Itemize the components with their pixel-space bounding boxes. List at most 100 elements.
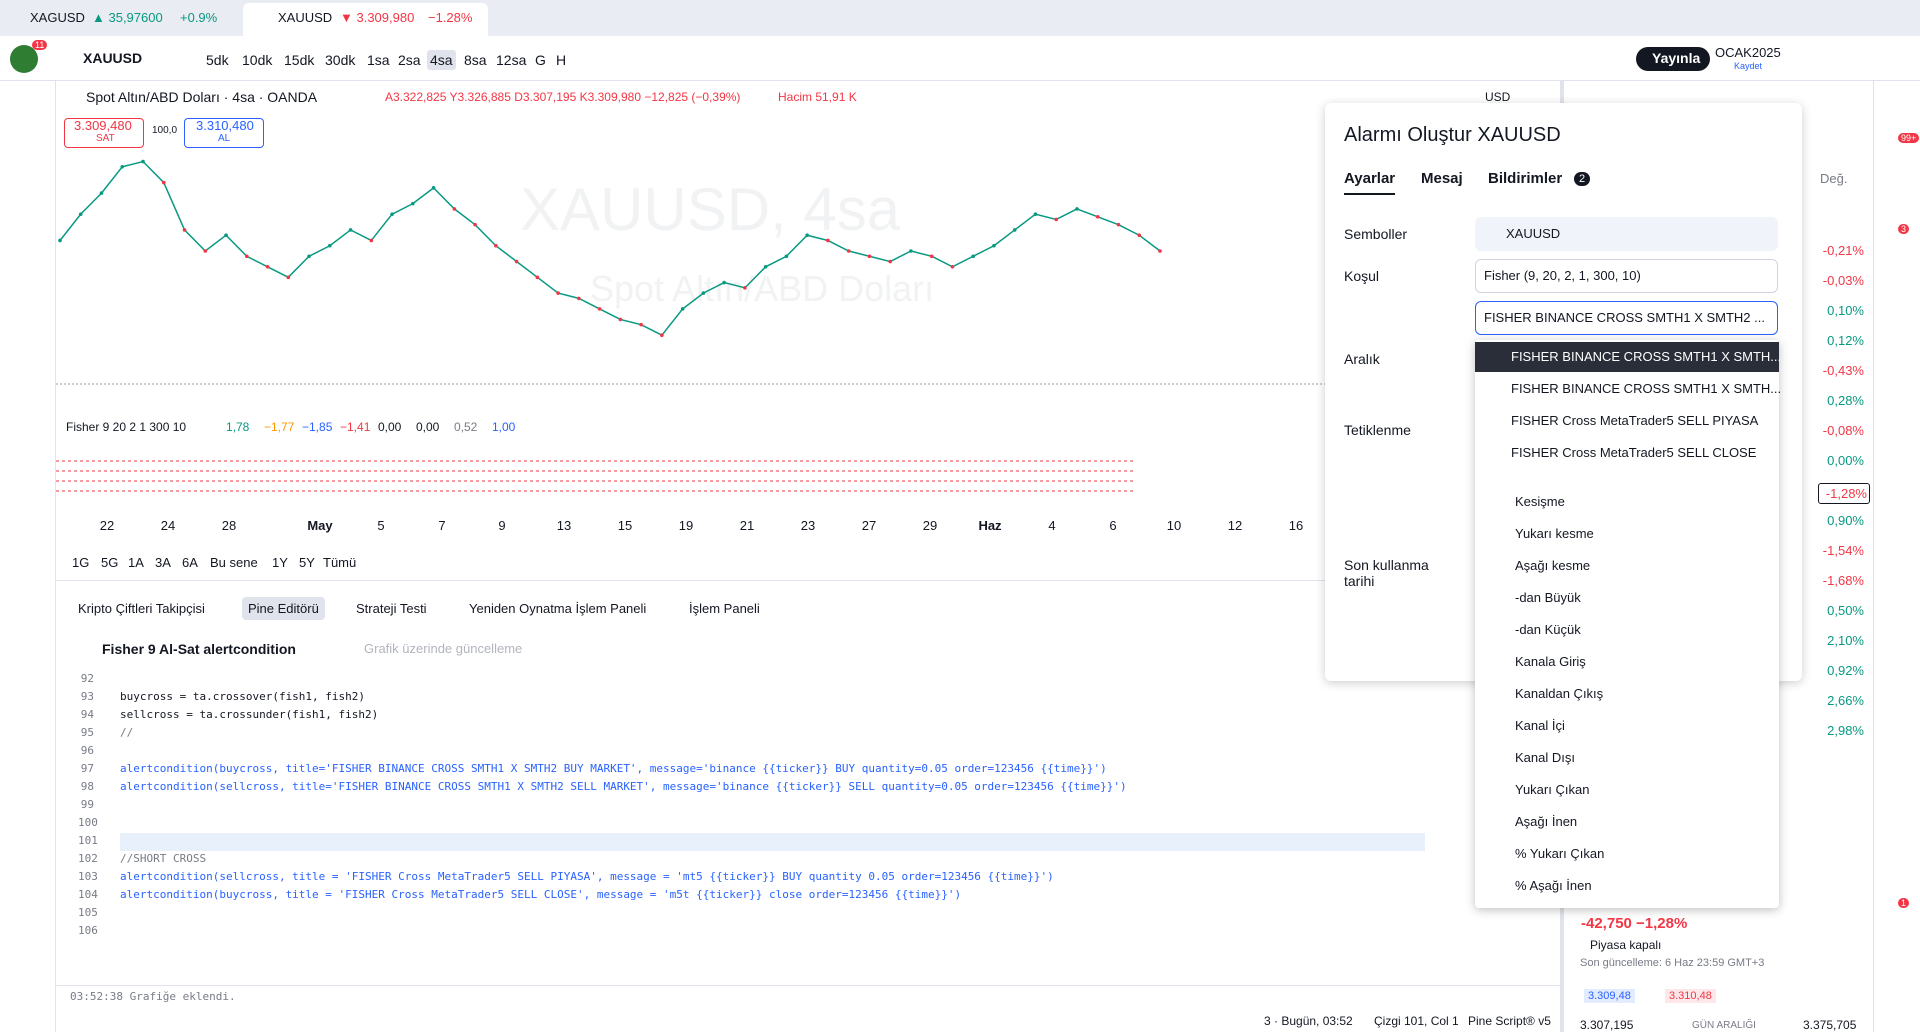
badge: 3 bbox=[1898, 224, 1910, 234]
interval[interactable]: 1sa bbox=[367, 52, 390, 68]
price-point bbox=[1054, 217, 1059, 222]
publish-label[interactable]: Yayınla bbox=[1652, 50, 1701, 66]
interval[interactable]: 15dk bbox=[284, 52, 315, 68]
line-number: 96 bbox=[80, 744, 94, 757]
operator[interactable]: -dan Büyük bbox=[1515, 590, 1581, 605]
sell-box[interactable] bbox=[64, 118, 144, 148]
tab-change: +0.9% bbox=[180, 10, 218, 25]
symbol[interactable]: XAUUSD bbox=[83, 50, 143, 66]
range-button[interactable]: 5G bbox=[101, 555, 119, 570]
update-button[interactable]: Grafik üzerinde güncelleme bbox=[364, 641, 523, 656]
range-button[interactable]: 5Y bbox=[299, 555, 315, 570]
price-point bbox=[120, 164, 125, 169]
layout-name[interactable]: OCAK2025 bbox=[1715, 45, 1781, 60]
indicator-value: −1,77 bbox=[264, 420, 295, 434]
operator[interactable]: Kanal Dışı bbox=[1515, 750, 1575, 765]
range-button[interactable]: 6A bbox=[182, 555, 198, 570]
interval[interactable]: 30dk bbox=[325, 52, 356, 68]
x-tick-label: 10 bbox=[1166, 518, 1182, 533]
range-button[interactable]: Tümü bbox=[323, 555, 357, 570]
day-high: 3.375,705 bbox=[1803, 1018, 1857, 1032]
last-update: Son güncelleme: 6 Haz 23:59 GMT+3 bbox=[1580, 957, 1765, 969]
x-tick-label: 16 bbox=[1288, 518, 1304, 533]
x-tick-label: 7 bbox=[438, 518, 446, 533]
option[interactable]: FISHER BINANCE CROSS SMTH1 X SMTH... bbox=[1511, 381, 1782, 396]
tab-title[interactable]: XAUUSD bbox=[278, 10, 333, 25]
x-tick-label: 12 bbox=[1227, 518, 1243, 533]
x-tick-label: 29 bbox=[922, 518, 938, 533]
range-button[interactable]: 1Y bbox=[272, 555, 288, 570]
panel-tab[interactable]: Strateji Testi bbox=[356, 601, 427, 616]
operator[interactable]: Aşağı kesme bbox=[1515, 558, 1591, 573]
script-name[interactable]: Fisher 9 Al-Sat alertcondition bbox=[102, 641, 296, 657]
panel-tab[interactable]: Yeniden Oynatma İşlem Paneli bbox=[469, 601, 647, 616]
avatar[interactable] bbox=[10, 45, 38, 73]
status-item: 3 · Bugün, 03:52 bbox=[1264, 1014, 1353, 1028]
line-number: 104 bbox=[78, 888, 98, 901]
condition-field[interactable] bbox=[1475, 259, 1778, 293]
panel-tab[interactable]: Kripto Çiftleri Takipçisi bbox=[78, 601, 205, 616]
price-point bbox=[514, 259, 519, 264]
condition-value[interactable]: Fisher (9, 20, 2, 1, 300, 10) bbox=[1484, 268, 1641, 283]
operator[interactable]: Kanala Giriş bbox=[1515, 654, 1586, 669]
price-point bbox=[1012, 228, 1017, 232]
interval[interactable]: 4sa bbox=[427, 50, 456, 70]
range-button[interactable]: Bu sene bbox=[210, 555, 258, 570]
tab-title[interactable]: XAGUSD bbox=[30, 10, 85, 25]
operator[interactable]: Aşağı İnen bbox=[1515, 814, 1578, 829]
interval[interactable]: 12sa bbox=[496, 52, 527, 68]
range-button[interactable]: 1G bbox=[72, 555, 90, 570]
option[interactable]: FISHER Cross MetaTrader5 SELL CLOSE bbox=[1511, 445, 1757, 460]
operator[interactable]: % Aşağı İnen bbox=[1515, 878, 1592, 893]
dialog-tab[interactable]: Bildirimler bbox=[1488, 170, 1563, 187]
price-point bbox=[950, 264, 955, 269]
operator[interactable]: % Yukarı Çıkan bbox=[1515, 846, 1605, 861]
line-number: 106 bbox=[78, 924, 98, 937]
operator[interactable]: Yukarı Çıkan bbox=[1515, 782, 1590, 797]
option[interactable]: FISHER BINANCE CROSS SMTH1 X SMTH... bbox=[1511, 349, 1782, 364]
indicator-lines bbox=[56, 460, 1136, 492]
option[interactable]: FISHER Cross MetaTrader5 SELL PIYASA bbox=[1511, 413, 1759, 428]
interval[interactable]: 8sa bbox=[464, 52, 487, 68]
indicator-name: Fisher 9 20 2 1 300 10 bbox=[66, 420, 187, 434]
publish-button[interactable] bbox=[1636, 47, 1710, 71]
interval[interactable]: 2sa bbox=[398, 52, 421, 68]
operator[interactable]: Kanal İçi bbox=[1515, 718, 1565, 733]
interval[interactable]: 5dk bbox=[206, 52, 229, 68]
dialog-tab[interactable]: Ayarlar bbox=[1344, 170, 1396, 195]
price-point bbox=[452, 207, 457, 211]
interval[interactable]: H bbox=[556, 52, 567, 68]
line-number: 92 bbox=[80, 672, 94, 685]
panel-tab[interactable]: Pine Editörü bbox=[242, 597, 325, 620]
sell-label: SAT bbox=[96, 133, 115, 144]
panel-tab[interactable]: İşlem Paneli bbox=[689, 601, 760, 616]
change-cell: -1,28% bbox=[1818, 483, 1870, 504]
operator[interactable]: -dan Küçük bbox=[1515, 622, 1581, 637]
change-cell: 0,00% bbox=[1827, 453, 1864, 468]
operator[interactable]: Yukarı kesme bbox=[1515, 526, 1594, 541]
interval[interactable]: 10dk bbox=[242, 52, 273, 68]
tab-price: ▲ 35,97600 bbox=[92, 10, 163, 25]
operator[interactable]: Kesişme bbox=[1515, 494, 1565, 509]
series-field[interactable] bbox=[1475, 301, 1778, 335]
buy-box[interactable] bbox=[184, 118, 264, 148]
x-tick-label: 15 bbox=[617, 518, 633, 533]
tab-change: −1.28% bbox=[428, 10, 473, 25]
x-tick-label: May bbox=[307, 518, 333, 533]
code-line: alertcondition(buycross, title='FISHER B… bbox=[120, 762, 1107, 775]
code-line: //SHORT CROSS bbox=[120, 852, 207, 865]
console-line: 03:52:38 Grafiğe eklendi. bbox=[70, 990, 236, 1003]
range-button[interactable]: 1A bbox=[128, 555, 144, 570]
change-cell: 0,12% bbox=[1827, 333, 1864, 348]
series-value[interactable]: FISHER BINANCE CROSS SMTH1 X SMTH2 ... bbox=[1484, 310, 1765, 325]
dialog-tab[interactable]: Mesaj bbox=[1421, 170, 1463, 187]
active-tab[interactable] bbox=[243, 3, 488, 36]
dropdown-selected[interactable] bbox=[1475, 342, 1779, 372]
interval[interactable]: G bbox=[535, 52, 546, 68]
range-button[interactable]: 3A bbox=[155, 555, 171, 570]
operator[interactable]: Kanaldan Çıkış bbox=[1515, 686, 1604, 701]
price-point bbox=[597, 307, 602, 311]
price-point bbox=[182, 228, 187, 232]
daily-change: -42,750 −1,28% bbox=[1581, 915, 1688, 932]
symbol-field[interactable] bbox=[1475, 217, 1778, 251]
